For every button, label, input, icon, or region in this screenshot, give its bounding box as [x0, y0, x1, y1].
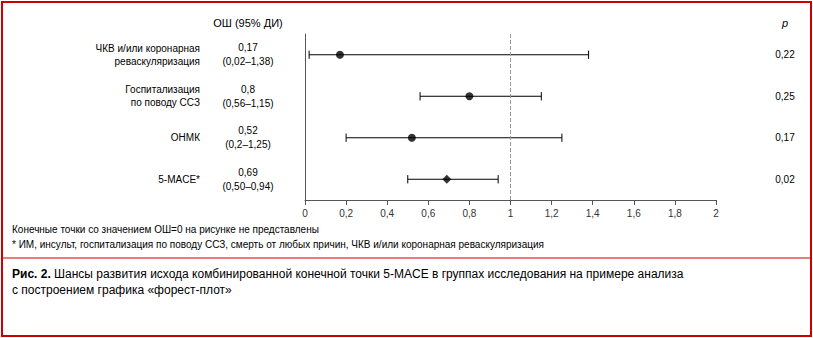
svg-text:реваскуляризация: реваскуляризация — [115, 56, 200, 67]
svg-text:0,6: 0,6 — [421, 208, 435, 219]
svg-text:1,6: 1,6 — [627, 208, 641, 219]
svg-text:Рис. 2.: Рис. 2. — [12, 267, 51, 281]
svg-text:0,8: 0,8 — [241, 84, 255, 95]
svg-text:1: 1 — [508, 208, 514, 219]
svg-text:ОНМК: ОНМК — [171, 132, 200, 143]
svg-text:0,2: 0,2 — [339, 208, 353, 219]
svg-text:(0,02–1,38): (0,02–1,38) — [222, 56, 273, 67]
svg-text:1,8: 1,8 — [668, 208, 682, 219]
svg-text:ОШ (95% ДИ): ОШ (95% ДИ) — [213, 17, 282, 29]
svg-text:1,2: 1,2 — [545, 208, 559, 219]
svg-text:1,4: 1,4 — [586, 208, 600, 219]
svg-text:ЧКВ и/или коронарная: ЧКВ и/или коронарная — [96, 43, 200, 54]
svg-text:0,52: 0,52 — [238, 125, 258, 136]
svg-text:с построением графика «форест-: с построением графика «форест-плот» — [12, 283, 232, 297]
svg-text:по поводу ССЗ: по поводу ССЗ — [131, 97, 200, 108]
svg-text:0,17: 0,17 — [238, 42, 258, 53]
svg-text:0,25: 0,25 — [775, 91, 795, 102]
svg-text:(0,50–0,94): (0,50–0,94) — [222, 181, 273, 192]
svg-text:0: 0 — [302, 208, 308, 219]
svg-text:* ИМ, инсульт, госпитализация: * ИМ, инсульт, госпитализация по поводу … — [12, 239, 544, 250]
svg-text:Конечные точки со значением ОШ: Конечные точки со значением ОШ=0 на рису… — [12, 224, 319, 235]
svg-text:0,17: 0,17 — [775, 132, 795, 143]
svg-text:0,4: 0,4 — [380, 208, 394, 219]
svg-text:(0,2–1,25): (0,2–1,25) — [225, 139, 271, 150]
svg-text:5-MACE*: 5-MACE* — [158, 174, 200, 185]
svg-text:2: 2 — [713, 208, 719, 219]
svg-text:0,02: 0,02 — [775, 174, 795, 185]
svg-text:0,69: 0,69 — [238, 167, 258, 178]
svg-text:p: p — [781, 17, 788, 29]
svg-text:Госпитализация: Госпитализация — [125, 84, 200, 95]
svg-text:(0,56–1,15): (0,56–1,15) — [222, 98, 273, 109]
svg-text:0,8: 0,8 — [462, 208, 476, 219]
svg-text:Шансы развития исхода комбинир: Шансы развития исхода комбинированной ко… — [51, 267, 684, 281]
svg-text:0,22: 0,22 — [775, 49, 795, 60]
